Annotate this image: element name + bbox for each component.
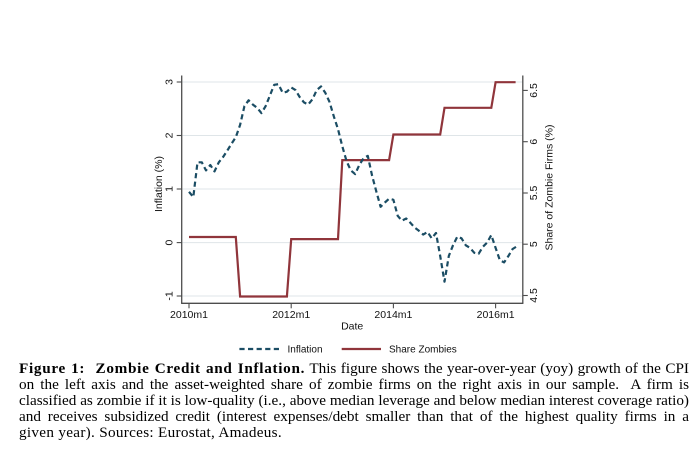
svg-text:2: 2 [163,132,175,138]
svg-text:1: 1 [163,186,175,192]
svg-text:Share of Zombie Firms (%): Share of Zombie Firms (%) [544,124,556,250]
svg-text:2010m1: 2010m1 [170,309,208,321]
svg-text:5: 5 [528,241,540,247]
svg-text:Share Zombies: Share Zombies [389,345,457,356]
svg-text:6.5: 6.5 [528,83,540,98]
svg-text:3: 3 [163,79,175,85]
svg-text:4.5: 4.5 [528,288,540,303]
svg-text:Inflation: Inflation [288,345,323,356]
svg-text:5.5: 5.5 [528,186,540,201]
svg-text:6: 6 [528,139,540,145]
svg-text:0: 0 [163,240,175,246]
svg-text:2012m1: 2012m1 [272,309,310,321]
svg-text:2016m1: 2016m1 [477,309,515,321]
svg-text:Date: Date [341,320,363,332]
svg-text:Inflation (%): Inflation (%) [153,156,165,212]
svg-text:-1: -1 [163,291,175,300]
svg-text:2014m1: 2014m1 [374,309,412,321]
